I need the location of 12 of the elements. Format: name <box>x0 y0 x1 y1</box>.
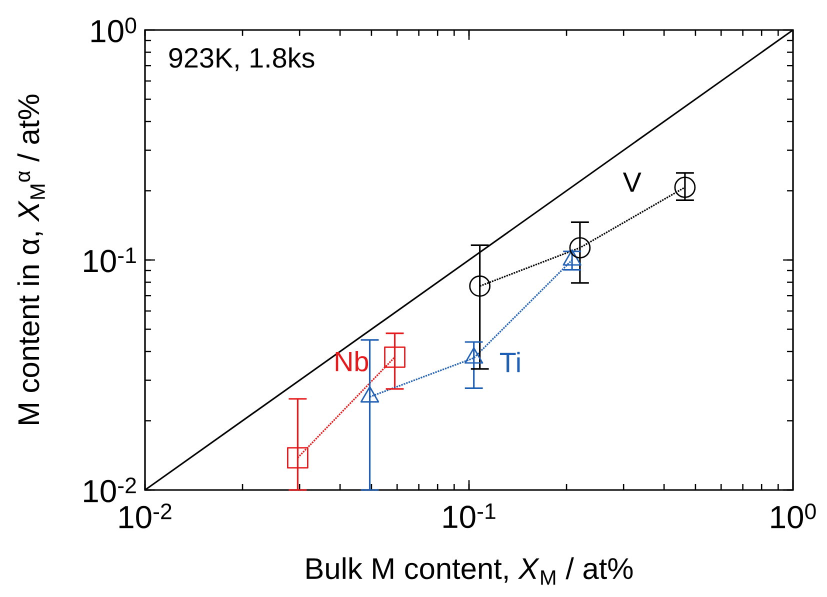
x-tick-label: 10$^{-2}$ <box>120 504 172 528</box>
series-label: Ti <box>500 352 520 372</box>
y-axis-title: M content in α, X$_{M}$$^{α}$ / at% <box>17 94 45 424</box>
annotation: 923K, 1.8ks <box>169 47 314 72</box>
y-tick-label: 10$^{0}$ <box>92 18 136 42</box>
x-axis-title: Bulk M content, X$_{M}$ / at% <box>306 557 633 585</box>
series-label: V <box>622 172 642 192</box>
series-label: Nb <box>336 350 368 372</box>
x-tick-label: 10$^{0}$ <box>771 504 816 528</box>
y-tick-label: 10$^{-1}$ <box>84 248 136 272</box>
x-tick-label: 10$^{-1}$ <box>444 504 496 528</box>
y-tick-label: 10$^{-2}$ <box>84 478 136 502</box>
